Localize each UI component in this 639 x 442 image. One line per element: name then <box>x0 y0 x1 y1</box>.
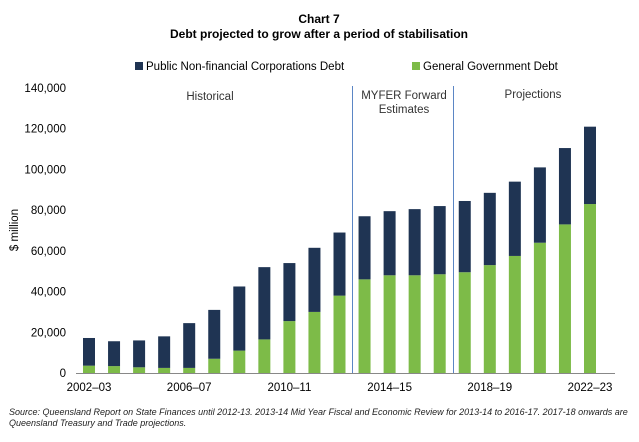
bar-pnfc <box>308 247 321 312</box>
bar-general-government <box>83 365 95 373</box>
bar-pnfc <box>158 336 171 368</box>
bar-general-government <box>183 367 196 373</box>
bar-general-government <box>158 367 171 373</box>
bar-general-government <box>383 275 396 373</box>
chart: Chart 7 Debt projected to grow after a p… <box>9 12 615 394</box>
bar-general-government <box>308 311 321 373</box>
y-tick-label: 140,000 <box>24 83 66 95</box>
chart-title: Chart 7 <box>298 12 340 26</box>
bar-general-government <box>458 272 471 373</box>
bar-general-government <box>433 274 446 373</box>
bar-pnfc <box>558 148 571 225</box>
bar-pnfc <box>258 267 271 340</box>
legend-swatch-pnfc <box>135 62 143 70</box>
bar-general-government <box>508 255 521 373</box>
y-axis-label: $ million <box>9 209 21 251</box>
bar-pnfc <box>508 181 521 256</box>
bar-general-government <box>533 242 546 373</box>
bar-general-government <box>358 279 371 373</box>
bar-pnfc <box>408 209 421 276</box>
bar-pnfc <box>133 340 146 368</box>
bar-general-government <box>258 339 271 373</box>
y-tick-label: 40,000 <box>31 287 66 299</box>
bar-pnfc <box>533 167 546 243</box>
x-tick-label: 2022–23 <box>568 382 613 394</box>
period-projections: Projections <box>505 89 562 101</box>
bar-pnfc <box>283 263 296 322</box>
bar-pnfc <box>333 232 346 296</box>
period-historical: Historical <box>186 91 233 103</box>
period-forward-estimates-1: MYFER Forward <box>361 90 447 102</box>
bar-pnfc <box>208 309 221 359</box>
source-note: Source: Queensland Report on State Finan… <box>9 407 628 428</box>
bar-general-government <box>133 367 146 373</box>
legend-label-gg: General Government Debt <box>423 61 559 73</box>
bar-pnfc <box>483 192 496 266</box>
y-tick-label: 0 <box>60 368 66 380</box>
bar-general-government <box>108 366 121 373</box>
legend-label-pnfc: Public Non-financial Corporations Debt <box>146 61 345 73</box>
bar-general-government <box>558 224 571 373</box>
bar-pnfc <box>233 286 246 351</box>
bar-general-government <box>333 295 346 373</box>
y-tick-label: 20,000 <box>31 327 66 339</box>
bar-general-government <box>584 204 596 373</box>
bar-pnfc <box>83 337 95 366</box>
bar-general-government <box>283 321 296 373</box>
chart-subtitle: Debt projected to grow after a period of… <box>170 27 468 41</box>
y-tick-label: 120,000 <box>24 124 66 136</box>
period-forward-estimates-2: Estimates <box>379 104 430 116</box>
x-tick-label: 2018–19 <box>467 382 512 394</box>
bar-general-government <box>208 358 221 373</box>
bar-general-government <box>408 275 421 373</box>
bar-general-government <box>483 265 496 373</box>
bar-pnfc <box>584 126 596 205</box>
y-tick-label: 80,000 <box>31 205 66 217</box>
x-tick-label: 2002–03 <box>67 382 112 394</box>
x-tick-label: 2006–07 <box>167 382 212 394</box>
bar-pnfc <box>183 323 196 368</box>
legend-swatch-gg <box>412 62 420 70</box>
x-tick-label: 2014–15 <box>367 382 412 394</box>
x-tick-label: 2010–11 <box>267 382 311 394</box>
bar-pnfc <box>383 211 396 276</box>
bar-pnfc <box>433 206 446 275</box>
bar-pnfc <box>108 341 121 367</box>
y-tick-label: 60,000 <box>31 246 66 258</box>
bar-pnfc <box>458 200 471 273</box>
bar-general-government <box>233 350 246 373</box>
bar-pnfc <box>358 216 371 280</box>
y-tick-label: 100,000 <box>24 164 66 176</box>
